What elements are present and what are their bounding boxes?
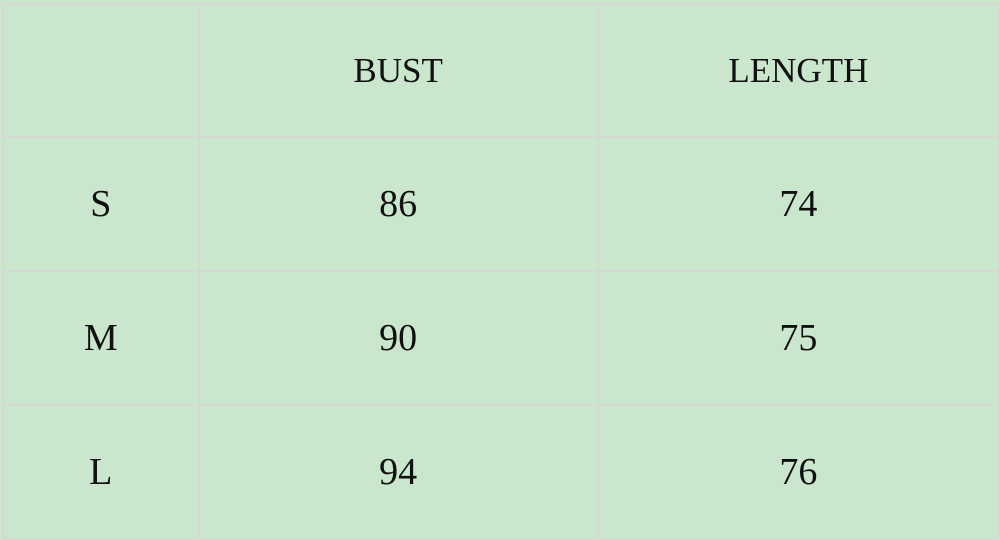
size-chart-table: BUST LENGTH S 86 74 M 90 75 L 94 76	[2, 3, 1000, 540]
table-row: L 94 76	[2, 404, 1000, 540]
bust-cell: 86	[197, 136, 599, 272]
length-cell: 74	[596, 136, 1000, 272]
table-row: M 90 75	[2, 270, 1000, 406]
bust-cell: 94	[197, 404, 599, 540]
size-cell: L	[2, 404, 200, 540]
bust-cell: 90	[197, 270, 599, 406]
header-cell-bust: BUST	[197, 3, 599, 138]
header-cell-length: LENGTH	[596, 3, 1000, 138]
table-row: S 86 74	[2, 136, 1000, 272]
length-cell: 76	[596, 404, 1000, 540]
size-cell: M	[2, 270, 200, 406]
size-cell: S	[2, 136, 200, 272]
header-row: BUST LENGTH	[2, 3, 1000, 138]
header-cell-size	[2, 3, 200, 138]
length-cell: 75	[596, 270, 1000, 406]
